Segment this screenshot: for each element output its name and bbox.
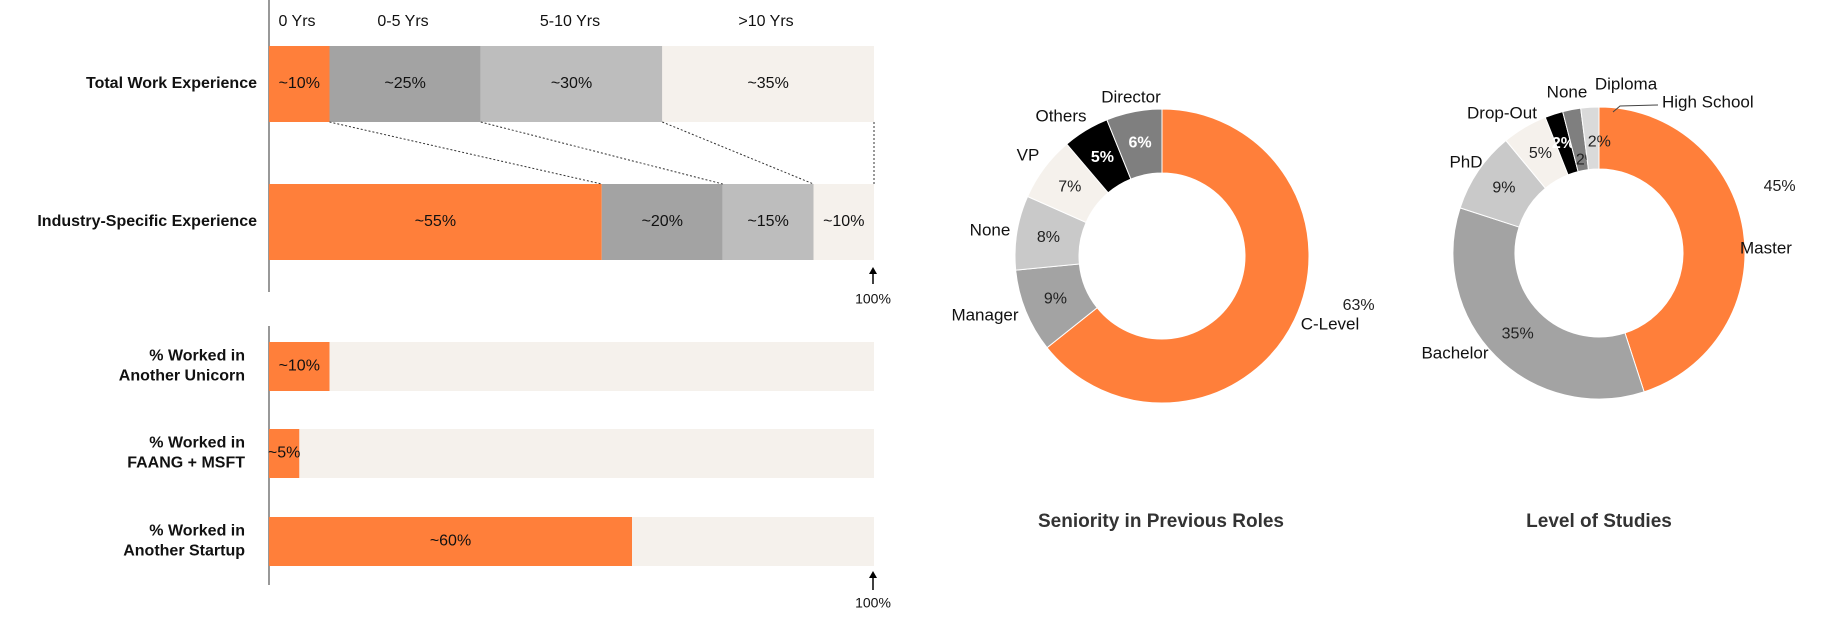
bar-label: ~60% <box>430 533 471 550</box>
category-label: FAANG + MSFT <box>127 455 245 472</box>
category-label: % Worked in <box>149 523 245 540</box>
column-header: 5-10 Yrs <box>540 13 600 30</box>
slice-name-label: None <box>970 220 1011 239</box>
bar-label: ~10% <box>279 358 320 375</box>
slice-name-label: None <box>1547 82 1588 101</box>
slice-value-label: 9% <box>1492 180 1515 197</box>
slice-name-label: High School <box>1662 92 1754 111</box>
end-arrow-1-head <box>869 267 877 274</box>
slice-value-label: 35% <box>1502 326 1534 343</box>
category-label: Another Unicorn <box>119 368 245 385</box>
end-marker-label: 100% <box>855 291 891 307</box>
slice-value-label: 6% <box>1128 134 1151 151</box>
category-label: % Worked in <box>149 435 245 452</box>
bar-label: ~30% <box>551 75 592 92</box>
bar-label: ~25% <box>384 75 425 92</box>
slice-name-label: Master <box>1740 238 1792 257</box>
slice-name-label: VP <box>1017 145 1040 164</box>
bar <box>269 429 300 478</box>
bar-segment <box>269 46 330 122</box>
column-header: 0-5 Yrs <box>377 13 428 30</box>
slice-value-label: 9% <box>1044 290 1067 307</box>
slice-name-label: Others <box>1035 106 1086 125</box>
chart-title: Seniority in Previous Roles <box>1038 511 1284 532</box>
category-label: Total Work Experience <box>86 75 257 92</box>
end-arrow-2-head <box>869 571 877 578</box>
bar-label: ~20% <box>642 213 683 230</box>
leader-line <box>1612 104 1659 113</box>
connector-line <box>329 121 602 185</box>
bar-label: ~10% <box>823 213 864 230</box>
slice-name-label: Bachelor <box>1421 343 1488 362</box>
bar-segment <box>662 46 874 122</box>
end-marker-label: 100% <box>855 595 891 611</box>
bar-track <box>269 342 874 391</box>
slice <box>1046 108 1310 404</box>
slice-value-label: 5% <box>1529 145 1552 162</box>
slice <box>1598 106 1746 393</box>
slice-value-label: 45% <box>1764 178 1796 195</box>
slice <box>1452 207 1645 400</box>
bar-label: ~15% <box>747 213 788 230</box>
slice-value-label: 5% <box>1091 149 1114 166</box>
category-label: Industry-Specific Experience <box>37 213 257 230</box>
bar-segment <box>269 184 602 260</box>
bar-segment <box>722 184 814 260</box>
slice-value-label: 63% <box>1343 297 1375 314</box>
bar-segment <box>813 184 874 260</box>
slice-name-label: Drop-Out <box>1467 103 1537 122</box>
bar <box>269 342 330 391</box>
bar-segment <box>329 46 481 122</box>
slice-name-label: Manager <box>951 305 1018 324</box>
bar-track <box>269 429 874 478</box>
slice-value-label: 2% <box>1588 133 1611 150</box>
bar-label: ~35% <box>747 75 788 92</box>
bar-segment <box>601 184 723 260</box>
connector-line <box>480 121 723 185</box>
category-label: Another Startup <box>123 543 245 560</box>
slice-name-label: C-Level <box>1301 314 1360 333</box>
slice-name-label: Director <box>1101 87 1161 106</box>
connector-line <box>662 121 814 185</box>
slice <box>1580 106 1600 171</box>
slice-value-label: 7% <box>1058 178 1081 195</box>
bar-segment <box>480 46 663 122</box>
slice-name-label: Diploma <box>1595 74 1658 93</box>
slice <box>1106 108 1163 180</box>
column-header: >10 Yrs <box>738 13 793 30</box>
category-label: % Worked in <box>149 348 245 365</box>
column-header: 0 Yrs <box>278 13 315 30</box>
bar-label: ~10% <box>279 75 320 92</box>
bar-label: ~55% <box>415 213 456 230</box>
chart-title: Level of Studies <box>1526 511 1672 532</box>
bar-label: ~5% <box>268 445 300 462</box>
slice-name-label: PhD <box>1449 152 1482 171</box>
bar <box>269 517 632 566</box>
slice-value-label: 8% <box>1037 229 1060 246</box>
